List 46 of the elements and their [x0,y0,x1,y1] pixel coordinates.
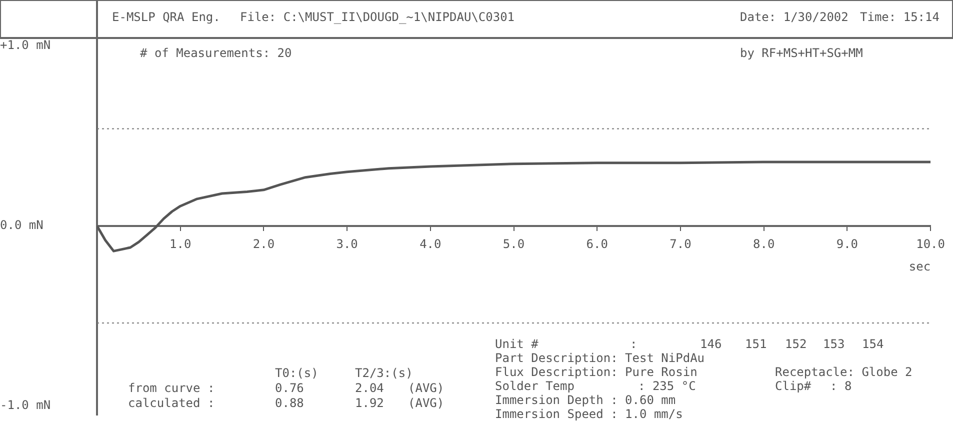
annotation: by RF+MS+HT+SG+MM [740,46,863,60]
annotation: from curve : [128,381,215,395]
annotation: 2.04 [355,381,384,395]
x-tick-label: 9.0 [836,237,858,252]
x-tick-label: 6.0 [586,237,608,252]
x-tick-label: 1.0 [170,237,192,252]
annotation: Immersion Speed : 1.0 mm/s [495,407,683,421]
x-tick-label: 4.0 [420,237,442,252]
x-tick-label: 5.0 [502,237,525,252]
annotation: : 235 °C [638,379,696,393]
text: Date: 1/30/2002 [740,10,848,24]
annotation: T2/3:(s) [355,366,413,380]
annotation: Immersion Depth : 0.60 mm [495,393,676,407]
y-tick-label: 0.0 mN [0,218,44,232]
annotation: # of Measurements: 20 [140,46,292,60]
annotation: Part Description: Test NiPdAu [495,351,705,365]
annotation: 0.76 [275,381,304,395]
annotation: : [630,337,638,351]
annotation: calculated : [128,396,215,410]
x-tick-label: 2.0 [252,237,275,252]
annotation: Clip# [775,379,812,393]
annotation: Receptacle: Globe 2 [775,365,912,379]
annotation: (AVG) [408,381,444,395]
annotation: 1.92 [355,396,384,410]
x-tick-label: 10.0 [916,237,946,252]
annotation: (AVG) [408,396,444,410]
annotation: 151 [745,337,767,351]
text: File: C:\MUST_II\DOUGD_~1\NIPDAU\C0301 [240,10,515,24]
y-tick-label: -1.0 mN [0,398,51,412]
x-axis-title: sec [908,260,931,274]
x-tick-label: 8.0 [752,237,775,252]
text: Time: 15:14 [860,10,940,24]
annotation: Flux Description: Pure Rosin [495,365,698,379]
text: E-MSLP QRA Eng. [112,10,220,24]
annotation: : 8 [830,379,852,393]
annotation: 153 [823,337,845,351]
x-tick-label: 3.0 [336,237,358,252]
annotation: 0.88 [275,396,304,410]
y-tick-label: +1.0 mN [0,38,51,52]
annotation: 152 [785,337,807,351]
annotation: 154 [862,337,884,351]
annotation: 146 [700,337,722,351]
annotation: Solder Temp [495,379,574,393]
annotation: Unit # [495,337,538,351]
x-tick-label: 7.0 [670,237,692,252]
annotation: T0:(s) [275,366,318,380]
